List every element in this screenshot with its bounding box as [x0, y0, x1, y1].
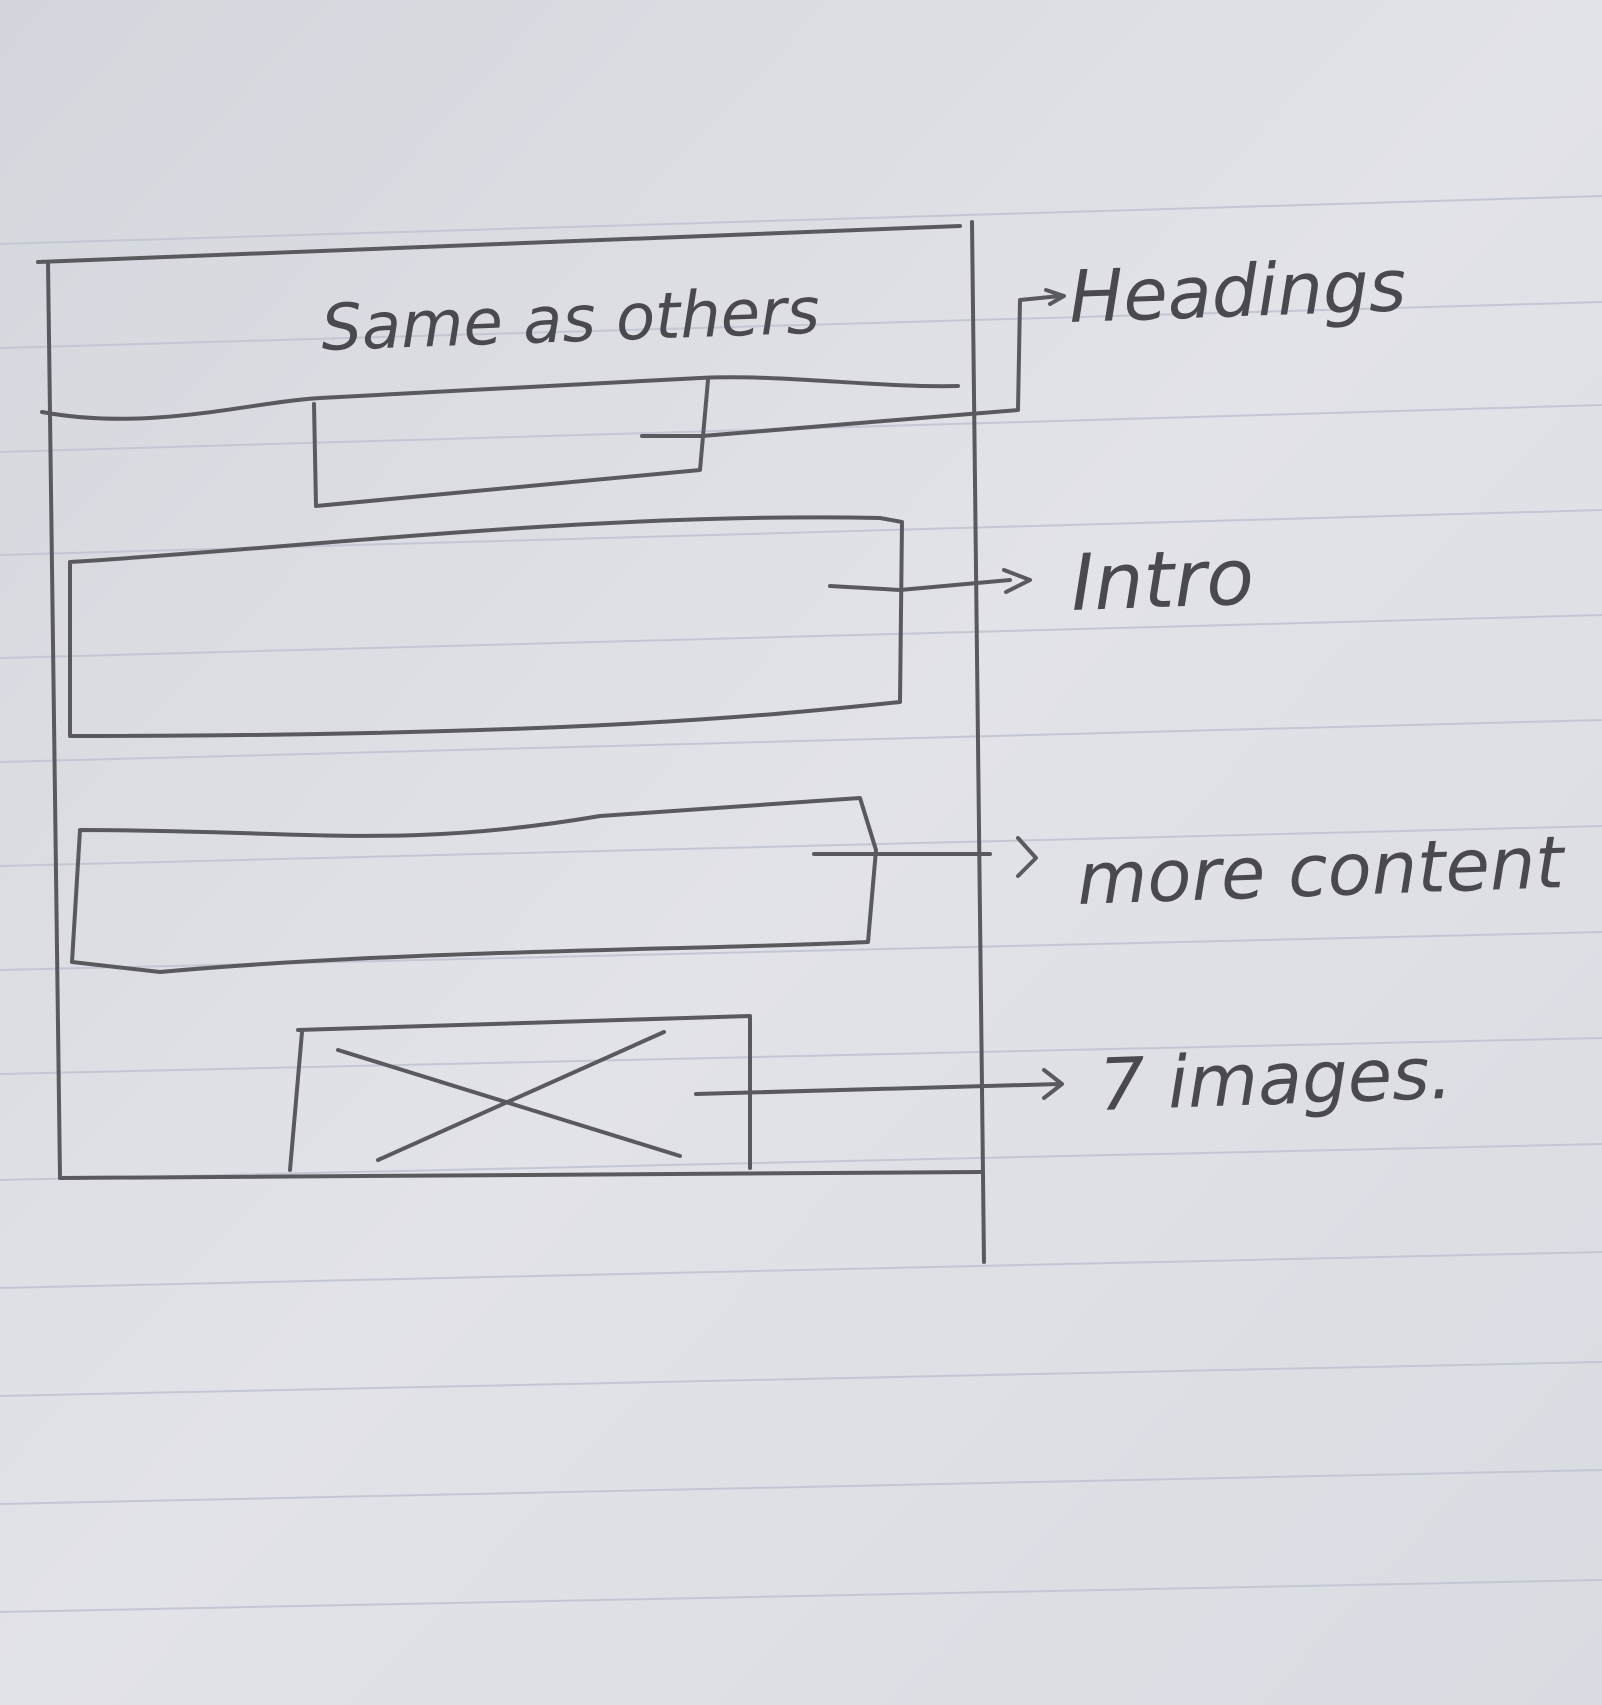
label-heading: Headings — [1068, 243, 1408, 339]
heading-box — [312, 288, 1066, 508]
label-more-content: more content — [1076, 820, 1568, 921]
header-note: Same as others — [320, 275, 821, 366]
header-band — [40, 375, 960, 421]
label-intro: Intro — [1070, 533, 1256, 629]
image-placeholder — [288, 1014, 1064, 1172]
label-images: 7 images. — [1098, 1031, 1454, 1127]
more-content-box — [70, 796, 1038, 974]
intro-box — [68, 515, 1032, 738]
